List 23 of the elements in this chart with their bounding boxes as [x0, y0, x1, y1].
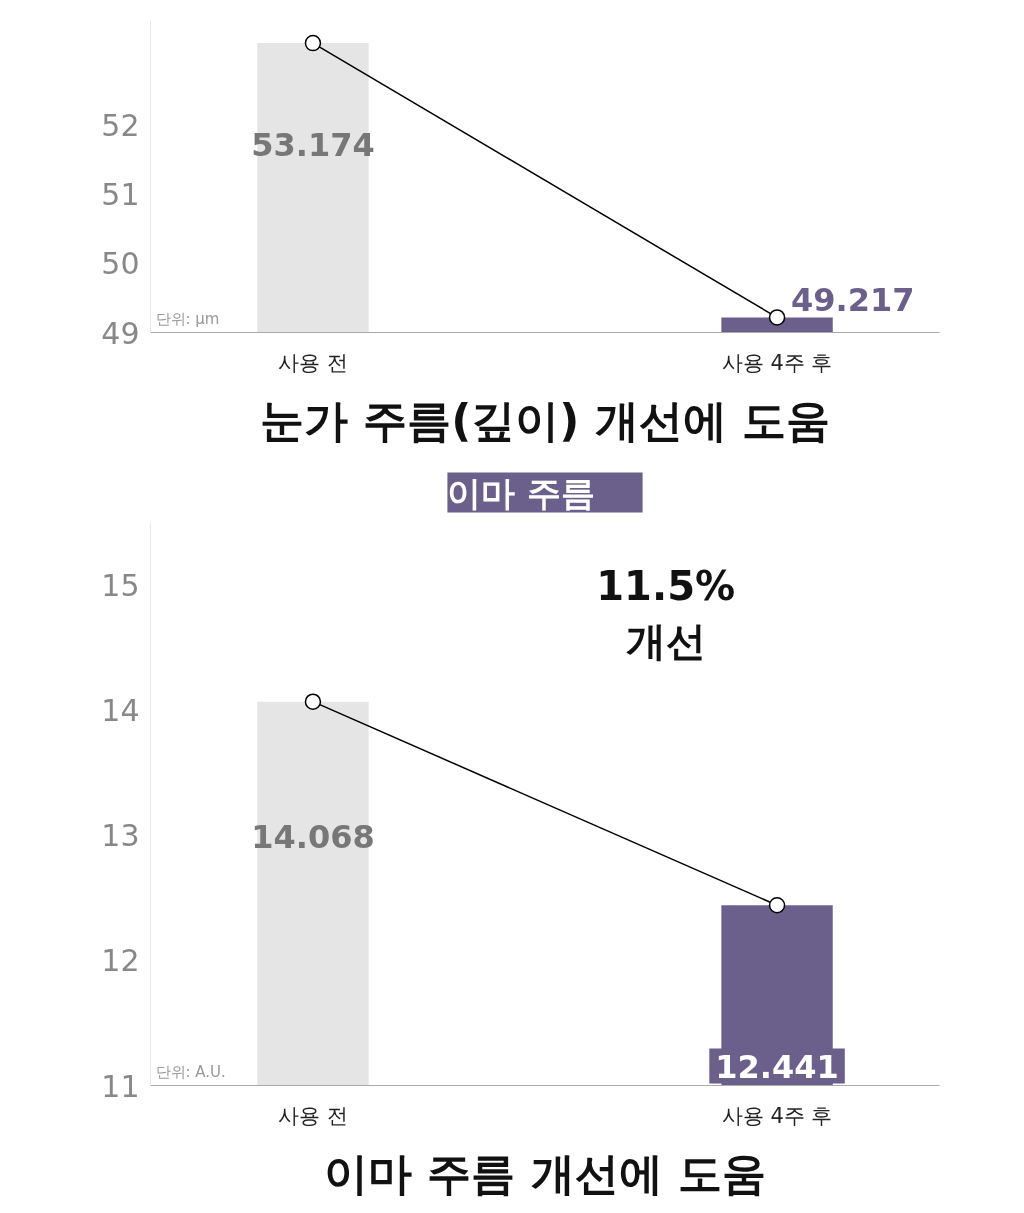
x-tick-label: 사용 4주 후	[721, 350, 833, 375]
data-label: 12.441	[715, 1047, 839, 1086]
y-tick-label: 14	[101, 693, 140, 729]
y-tick-label: 11	[101, 1068, 140, 1104]
data-label: 53.174	[251, 125, 375, 164]
annotation: 단위: A.U.	[155, 1062, 226, 1081]
y-tick-label: 15	[101, 568, 140, 604]
text: 눈가 주름(깊이) 개선에 도움	[259, 394, 831, 446]
x-tick-label: 사용 4주 후	[721, 1103, 833, 1128]
y-tick-label: 52	[101, 107, 140, 143]
y-tick-label: 49	[101, 315, 140, 351]
y-tick-label: 50	[101, 246, 140, 282]
x-tick-label: 사용 전	[278, 1103, 348, 1128]
annotation: 11.5% 개선	[596, 562, 736, 664]
x-tick-label: 사용 전	[278, 350, 348, 375]
y-tick-label: 13	[101, 818, 140, 854]
data-label: 49.217	[791, 281, 915, 320]
annotation: 단위: μm	[155, 309, 220, 328]
y-tick-label: 51	[101, 176, 140, 212]
text: 이마 주름 개선에 도움	[324, 1147, 766, 1199]
y-tick-label: 12	[101, 943, 140, 979]
chart-title: 이마 주름	[447, 472, 596, 513]
data-label: 14.068	[251, 817, 375, 856]
